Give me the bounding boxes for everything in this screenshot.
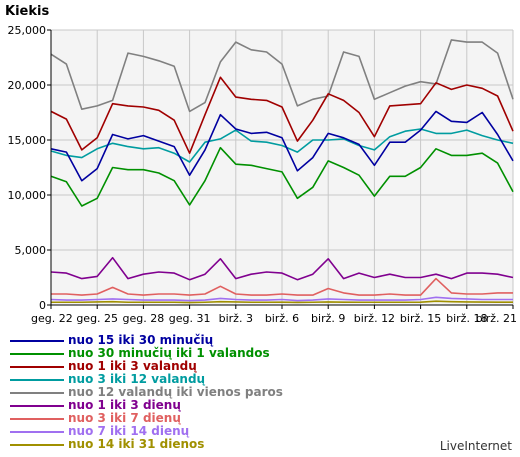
legend-swatch [10, 405, 64, 407]
x-tick-label: geg. 25 [76, 312, 118, 325]
legend-swatch [10, 353, 64, 355]
legend-item: nuo 1 iki 3 dienų [8, 399, 338, 412]
legend: nuo 15 iki 30 minučių nuo 30 minučių iki … [8, 334, 338, 451]
y-tick-label: 10,000 [8, 189, 47, 202]
legend-label: nuo 14 iki 31 dienos [68, 437, 205, 451]
legend-swatch [10, 444, 64, 446]
x-tick-label: birž. 3 [219, 312, 253, 325]
series-line [51, 300, 513, 304]
legend-label: nuo 3 iki 12 valandų [68, 372, 206, 386]
legend-swatch [10, 392, 64, 394]
y-tick-label: 5,000 [15, 244, 47, 257]
legend-label: nuo 7 iki 14 dienų [68, 424, 190, 438]
legend-swatch [10, 418, 64, 420]
legend-item: nuo 14 iki 31 dienos [8, 438, 338, 451]
legend-swatch [10, 379, 64, 381]
x-tick-label: geg. 28 [123, 312, 165, 325]
x-tick-label: geg. 31 [169, 312, 211, 325]
series-line [50, 110, 514, 182]
legend-item: nuo 7 iki 14 dienų [8, 425, 338, 438]
series-line [50, 76, 514, 154]
y-tick-label: 25,000 [8, 24, 47, 37]
x-tick-label: birž. 21 [476, 312, 517, 325]
legend-label: nuo 12 valandų iki vienos paros [68, 385, 283, 399]
series-line [51, 277, 513, 296]
legend-swatch [10, 366, 64, 368]
legend-swatch [10, 340, 64, 342]
legend-label: nuo 1 iki 3 dienų [68, 398, 181, 412]
x-tick-label: geg. 22 [31, 312, 73, 325]
y-tick-label: 0 [39, 299, 46, 312]
legend-item: nuo 3 iki 12 valandų [8, 373, 338, 386]
branding-text: LiveInternet [439, 439, 512, 453]
series-line [50, 128, 514, 163]
series-line [50, 146, 514, 207]
x-tick-label: birž. 12 [354, 312, 395, 325]
y-axis-label: Kiekis [5, 4, 49, 19]
x-tick-label: birž. 15 [400, 312, 441, 325]
y-axis-ticks: 0 5,000 10,000 15,000 20,000 25,000 [8, 24, 51, 312]
legend-item: nuo 3 iki 7 dienų [8, 412, 338, 425]
legend-label: nuo 3 iki 7 dienų [68, 411, 181, 425]
x-axis-ticks: geg. 22 geg. 25 geg. 28 geg. 31 birž. 3 birž.… [31, 305, 517, 325]
series-line [50, 296, 513, 302]
legend-label: nuo 30 minučių iki 1 valandos [68, 346, 270, 360]
x-tick-label: birž. 6 [265, 312, 299, 325]
series-line [50, 256, 514, 281]
x-tick-label: birž. 18 [446, 312, 487, 325]
series-lines [50, 39, 514, 304]
legend-label: nuo 15 iki 30 minučių [68, 333, 214, 347]
legend-label: nuo 1 iki 3 valandų [68, 359, 197, 373]
legend-swatch [10, 431, 64, 433]
y-tick-label: 20,000 [8, 79, 47, 92]
x-tick-label: birž. 9 [311, 312, 345, 325]
legend-item: nuo 12 valandų iki vienos paros [8, 386, 338, 399]
legend-item: nuo 1 iki 3 valandų [8, 360, 338, 373]
legend-item: nuo 30 minučių iki 1 valandos [8, 347, 338, 360]
y-tick-label: 15,000 [8, 134, 47, 147]
legend-item: nuo 15 iki 30 minučių [8, 334, 338, 347]
